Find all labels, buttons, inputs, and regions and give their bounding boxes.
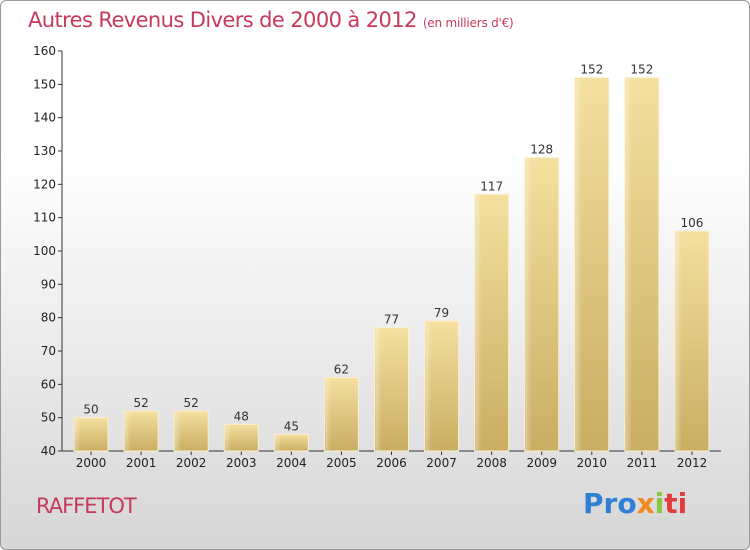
- bar-highlight: [575, 78, 582, 451]
- x-tick-label: 2008: [476, 456, 507, 470]
- x-tick-label: 2003: [226, 456, 257, 470]
- bar: [273, 433, 309, 452]
- x-tick-label: 2007: [426, 456, 457, 470]
- x-tick-label: 2012: [677, 456, 708, 470]
- bar-highlight: [625, 78, 632, 451]
- bar-value-label: 48: [234, 409, 249, 423]
- y-tick-label: 150: [33, 77, 56, 91]
- bar-value-label: 77: [384, 313, 399, 327]
- y-tick-label: 80: [41, 311, 56, 325]
- bar-highlight: [125, 412, 132, 450]
- bar-value-label: 106: [681, 216, 704, 230]
- bar-highlight: [675, 232, 682, 450]
- y-tick-label: 60: [41, 377, 56, 391]
- y-tick-label: 90: [41, 277, 56, 291]
- x-tick-label: 2005: [326, 456, 357, 470]
- bar-value-label: 117: [480, 179, 503, 193]
- logo-part-3: i: [654, 487, 665, 520]
- bar-highlight: [225, 425, 232, 450]
- x-tick-label: 2001: [126, 456, 157, 470]
- bar-highlight: [425, 322, 432, 450]
- bar-highlight: [175, 412, 182, 450]
- bar-highlight: [475, 195, 482, 450]
- bar-highlight: [375, 328, 382, 450]
- logo-part-4: ti: [664, 487, 688, 520]
- bar-highlight: [525, 158, 532, 450]
- bar-value-label: 128: [530, 143, 553, 157]
- y-tick-label: 100: [33, 244, 56, 258]
- bar-value-label: 79: [434, 306, 449, 320]
- logo-part-2: x: [636, 487, 655, 520]
- x-tick-label: 2006: [376, 456, 407, 470]
- y-tick-label: 160: [33, 44, 56, 58]
- bar-highlight: [75, 418, 82, 450]
- y-tick-label: 120: [33, 177, 56, 191]
- x-tick-label: 2004: [276, 456, 307, 470]
- chart-title-text: Autres Revenus Divers de 2000 à 2012: [28, 8, 417, 32]
- x-tick-label: 2002: [176, 456, 207, 470]
- y-tick-label: 50: [41, 411, 56, 425]
- x-tick-label: 2011: [627, 456, 658, 470]
- y-tick-label: 40: [41, 444, 56, 458]
- y-tick-label: 140: [33, 111, 56, 125]
- bar-highlight: [325, 378, 332, 450]
- commune-name: RAFFETOT: [36, 494, 137, 518]
- x-tick-label: 2010: [577, 456, 608, 470]
- bar-value-label: 50: [83, 403, 98, 417]
- bar-value-label: 152: [580, 63, 603, 77]
- bar-highlight: [275, 435, 282, 450]
- y-tick-label: 110: [33, 211, 56, 225]
- proxiti-logo: Proxiti: [583, 487, 687, 520]
- chart-unit: (en milliers d'€): [422, 16, 514, 30]
- x-tick-label: 2009: [526, 456, 557, 470]
- y-tick-label: 70: [41, 344, 56, 358]
- bar-value-label: 52: [184, 396, 199, 410]
- x-tick-label: 2000: [76, 456, 107, 470]
- bar-value-label: 45: [284, 419, 299, 433]
- bar-value-label: 152: [630, 63, 653, 77]
- logo-part-1: Pro: [583, 487, 637, 520]
- bar-value-label: 62: [334, 363, 349, 377]
- y-tick-label: 130: [33, 144, 56, 158]
- bar-value-label: 52: [133, 396, 148, 410]
- chart-title: Autres Revenus Divers de 2000 à 2012 (en …: [28, 8, 514, 32]
